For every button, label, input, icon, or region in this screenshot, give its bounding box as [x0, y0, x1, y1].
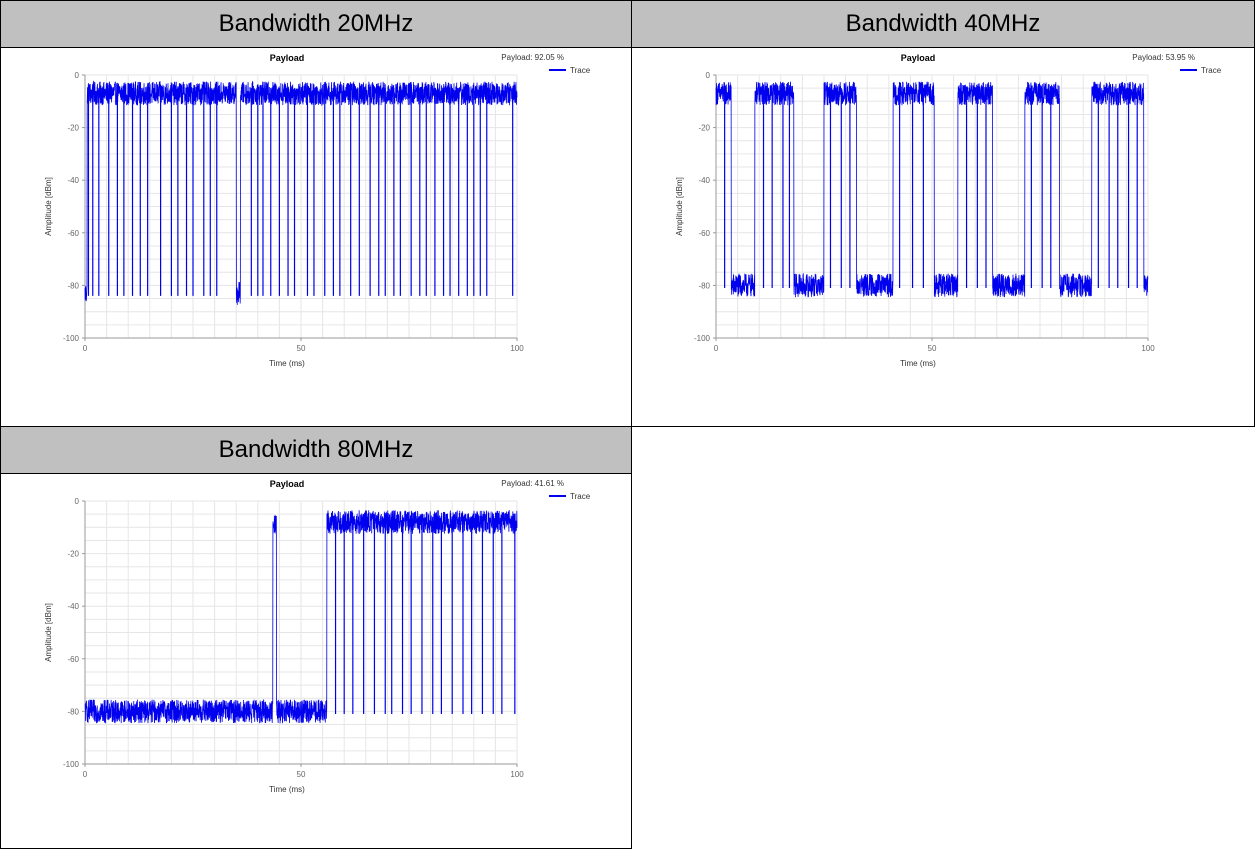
- x-tick-label: 50: [928, 344, 937, 353]
- trace-line: [84, 509, 518, 724]
- y-tick-label: -40: [67, 602, 79, 611]
- chart-cell-40mhz: 0 -20 -40 -60 -80 -100 0 50 100 Payload Time (ms) A…: [631, 47, 1255, 427]
- legend-label: Trace: [570, 66, 591, 75]
- payload-annotation: Payload: 92.05 %: [501, 53, 564, 62]
- y-tick-label: -100: [63, 760, 80, 769]
- y-tick-label: -20: [698, 124, 710, 133]
- y-tick-label: -100: [63, 334, 80, 343]
- y-tick-label: 0: [706, 71, 711, 80]
- x-tick-label: 100: [510, 770, 524, 779]
- chart-cell-20mhz: 0 -20 -40 -60 -80 -100 0 50 100 Payload Time (ms) A…: [0, 47, 632, 427]
- trace-series: [715, 81, 1149, 298]
- y-tick-label: -60: [67, 655, 79, 664]
- legend-label: Trace: [570, 492, 591, 501]
- grid-lines: [715, 74, 1149, 339]
- y-axis-label: Amplitude [dBm]: [44, 603, 53, 662]
- x-axis-label: Time (ms): [900, 359, 936, 368]
- y-axis-label: Amplitude [dBm]: [675, 177, 684, 236]
- y-tick-label: 0: [75, 71, 80, 80]
- payload-annotation: Payload: 41.61 %: [501, 479, 564, 488]
- y-tick-label: -20: [67, 550, 79, 559]
- y-tick-label: -80: [698, 281, 710, 290]
- x-tick-label: 50: [297, 770, 306, 779]
- empty-cell: [632, 474, 1255, 849]
- x-tick-label: 100: [1141, 344, 1155, 353]
- y-tick-label: -40: [67, 176, 79, 185]
- y-tick-label: -60: [67, 229, 79, 238]
- y-axis-label: Amplitude [dBm]: [44, 177, 53, 236]
- y-tick-label: -80: [67, 281, 79, 290]
- x-tick-label: 100: [510, 344, 524, 353]
- x-tick-label: 0: [83, 770, 88, 779]
- x-axis-label: Time (ms): [269, 359, 305, 368]
- y-tick-label: 0: [75, 497, 80, 506]
- payload-annotation: Payload: 53.95 %: [1132, 53, 1195, 62]
- y-tick-label: -80: [67, 707, 79, 716]
- chart-title: Payload: [270, 479, 305, 489]
- trace-line: [84, 80, 518, 305]
- x-axis-label: Time (ms): [269, 785, 305, 794]
- panel-header-80mhz: Bandwidth 80MHz: [0, 426, 632, 474]
- chart-title: Payload: [901, 53, 936, 63]
- x-tick-label: 0: [714, 344, 719, 353]
- panel-header-20mhz: Bandwidth 20MHz: [0, 0, 632, 48]
- x-tick-label: 0: [83, 344, 88, 353]
- y-tick-label: -60: [698, 229, 710, 238]
- panel-header-40mhz: Bandwidth 40MHz: [631, 0, 1255, 48]
- y-tick-label: -20: [67, 124, 79, 133]
- x-tick-label: 50: [297, 344, 306, 353]
- y-tick-label: -100: [694, 334, 711, 343]
- y-tick-label: -40: [698, 176, 710, 185]
- chart-cell-80mhz: 0 -20 -40 -60 -80 -100 0 50 100 Payload Time (ms) A…: [0, 473, 632, 849]
- empty-cell: [632, 427, 1255, 474]
- grid-lines: [84, 74, 518, 339]
- chart-title: Payload: [270, 53, 305, 63]
- trace-line: [715, 81, 1149, 298]
- trace-series: [84, 509, 518, 724]
- legend-label: Trace: [1201, 66, 1222, 75]
- trace-series: [84, 80, 518, 305]
